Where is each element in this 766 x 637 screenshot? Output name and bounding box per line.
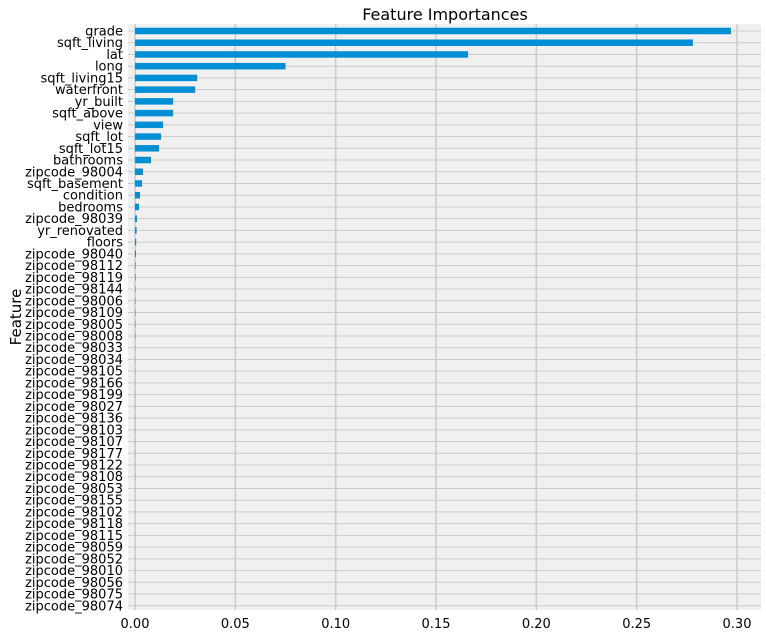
y-tick-label: zipcode_98115 <box>25 529 123 544</box>
y-tick-label: zipcode_98109 <box>25 306 123 321</box>
y-axis-label: Feature <box>7 289 25 346</box>
x-tick-label: 0.10 <box>321 617 350 632</box>
x-tick-label: 0.05 <box>221 617 250 632</box>
y-tick-label: sqft_living <box>57 36 123 51</box>
bar-sqft_living15 <box>135 74 198 82</box>
y-tick-label: zipcode_98103 <box>25 423 123 438</box>
y-tick-label: zipcode_98112 <box>25 259 123 274</box>
bar-sqft_living <box>135 39 693 46</box>
bar-condition <box>135 191 141 199</box>
y-tick-label: zipcode_98102 <box>25 505 123 520</box>
y-tick-label: zipcode_98006 <box>25 294 123 309</box>
bar-zipcode_98119 <box>135 274 136 281</box>
x-tick-label: 0.20 <box>522 617 551 632</box>
bar-zipcode_98039 <box>135 215 138 222</box>
y-tick-label: sqft_basement <box>27 177 123 192</box>
y-tick-label: zipcode_98027 <box>25 400 123 415</box>
y-tick-label: zipcode_98118 <box>25 517 123 532</box>
y-tick-label: zipcode_98122 <box>25 459 123 474</box>
y-tick-label: zipcode_98144 <box>25 283 123 298</box>
bar-sqft_lot15 <box>135 145 160 152</box>
y-tick-label: zipcode_98033 <box>25 341 123 356</box>
bar-long <box>135 62 286 70</box>
gridlines <box>128 24 761 610</box>
bar-zipcode_98004 <box>135 168 144 176</box>
y-tick-label: yr_built <box>75 95 123 110</box>
y-tick-label: sqft_above <box>52 107 123 122</box>
y-tick-label: zipcode_98008 <box>25 329 123 344</box>
y-tick-label: zipcode_98136 <box>25 412 123 427</box>
bar-sqft_above <box>135 109 174 117</box>
y-tick-label: yr_renovated <box>37 224 123 239</box>
x-tick-labels: 0.00 0.05 0.10 0.15 0.20 0.25 0.30 <box>121 617 752 632</box>
x-tick-label: 0.00 <box>121 617 150 632</box>
y-tick-label: lat <box>106 48 123 63</box>
bar-lat <box>135 51 469 58</box>
y-tick-label: zipcode_98056 <box>25 576 123 591</box>
y-tick-label: floors <box>87 236 123 251</box>
y-tick-label: bedrooms <box>58 200 123 215</box>
y-tick-label: zipcode_98039 <box>25 212 123 227</box>
y-tick-label: zipcode_98199 <box>25 388 123 403</box>
y-tick-label: condition <box>63 189 123 204</box>
bar-yr_built <box>135 98 174 105</box>
y-tick-label: zipcode_98155 <box>25 494 123 509</box>
y-tick-label: zipcode_98059 <box>25 541 123 556</box>
bar-floors <box>135 238 137 246</box>
y-tick-labels: gradesqft_livinglatlongsqft_living15wate… <box>25 25 123 615</box>
y-tick-label: sqft_lot15 <box>59 142 123 157</box>
bar-zipcode_98112 <box>135 262 136 269</box>
y-tick-label: zipcode_98034 <box>25 353 123 368</box>
y-tick-label: zipcode_98005 <box>25 318 123 333</box>
y-tick-label: zipcode_98052 <box>25 552 123 567</box>
bar-waterfront <box>135 86 196 93</box>
y-tick-label: zipcode_98004 <box>25 165 123 180</box>
x-tick-label: 0.25 <box>622 617 651 632</box>
y-tick-label: zipcode_98053 <box>25 482 123 497</box>
x-tick-label: 0.30 <box>723 617 752 632</box>
bar-grade <box>135 27 731 35</box>
y-tick-label: zipcode_98010 <box>25 564 123 579</box>
y-tick-label: zipcode_98040 <box>25 247 123 262</box>
y-tick-label: long <box>95 60 123 75</box>
bar-view <box>135 121 164 129</box>
y-tick-label: grade <box>85 25 123 40</box>
y-tick-label: bathrooms <box>53 154 123 169</box>
bar-zipcode_98040 <box>135 250 137 258</box>
y-tick-label: zipcode_98119 <box>25 271 123 286</box>
bar-sqft_lot <box>135 133 162 140</box>
x-tick-label: 0.15 <box>422 617 451 632</box>
y-tick-label: zipcode_98074 <box>25 599 123 614</box>
y-tick-label: sqft_living15 <box>40 71 123 86</box>
y-tick-label: sqft_lot <box>75 130 123 145</box>
bar-bedrooms <box>135 203 140 211</box>
y-tick-label: zipcode_98166 <box>25 376 123 391</box>
bar-bathrooms <box>135 156 152 164</box>
bar-yr_renovated <box>135 227 137 234</box>
y-tick-label: view <box>93 118 123 133</box>
chart-title: Feature Importances <box>362 5 528 24</box>
bar-sqft_basement <box>135 180 143 187</box>
y-tick-label: zipcode_98107 <box>25 435 123 450</box>
y-tick-label: zipcode_98075 <box>25 588 123 603</box>
bars <box>135 27 731 610</box>
y-tick-label: waterfront <box>55 83 123 98</box>
plot-background <box>128 24 761 610</box>
y-tick-label: zipcode_98177 <box>25 447 123 462</box>
y-tick-label: zipcode_98108 <box>25 470 123 485</box>
y-tick-label: zipcode_98105 <box>25 365 123 380</box>
